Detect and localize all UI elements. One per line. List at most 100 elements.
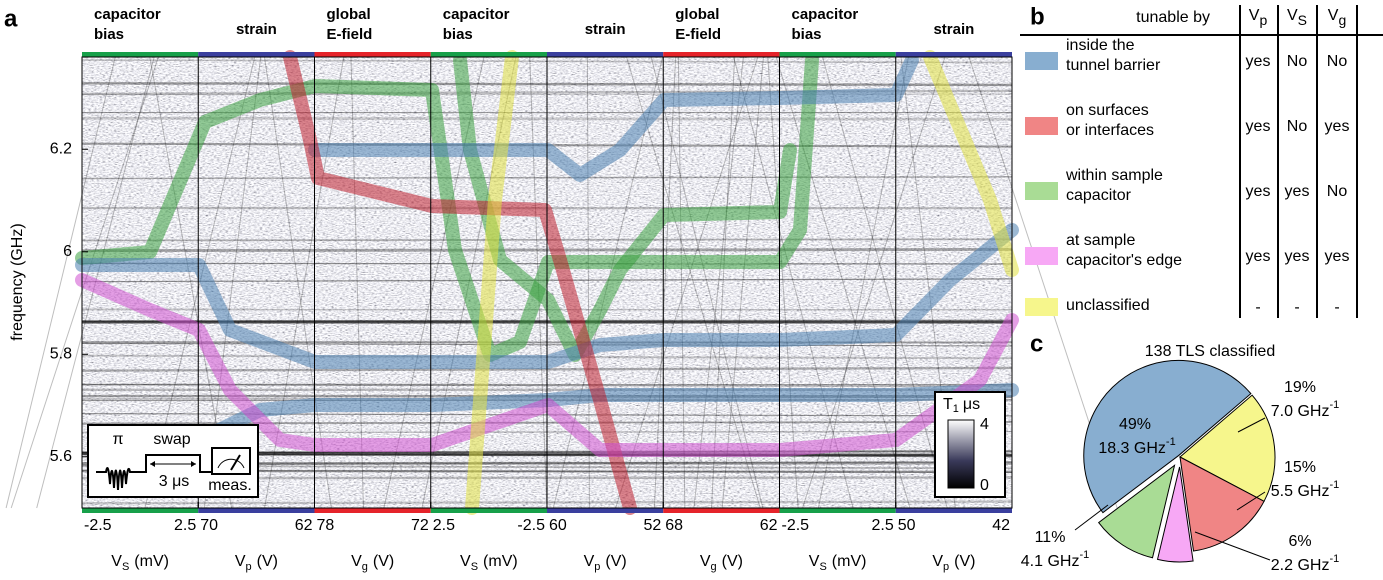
- symbol: V: [235, 553, 246, 570]
- subscript: g: [362, 561, 368, 573]
- pie-density-label: 2.2 GHz-1: [1271, 553, 1339, 574]
- row-label: capacitor: [1066, 187, 1132, 204]
- leader-line: [1074, 504, 1109, 531]
- symbol-label: VS (mV): [460, 553, 518, 573]
- pie-value-label: 11%: [1035, 529, 1066, 546]
- cell: yes: [1246, 183, 1271, 200]
- symbol: V: [1287, 7, 1298, 24]
- subscript: S: [1298, 12, 1307, 28]
- density: 18.3 GHz: [1098, 440, 1166, 457]
- streak: [263, 56, 332, 509]
- table-header: tunable by: [1136, 9, 1210, 26]
- segment-header: capacitor: [443, 6, 510, 23]
- symbol: T: [943, 396, 953, 413]
- streak: [767, 56, 799, 509]
- x-tick-label: 2.5: [872, 517, 894, 534]
- symbol: V: [1249, 7, 1260, 24]
- pie-value-label: 15%: [1284, 459, 1316, 476]
- density: 5.5 GHz: [1271, 483, 1330, 500]
- symbol-label: VS (mV): [809, 553, 867, 573]
- unit: (V): [373, 553, 394, 570]
- symbol-label: Vp (V): [584, 553, 627, 573]
- x-tick-label: 2.5: [433, 517, 455, 534]
- cell: No: [1327, 53, 1348, 70]
- streak: [677, 56, 686, 509]
- leader-line: [1194, 531, 1271, 561]
- segment-header: bias: [792, 26, 822, 43]
- streak: [721, 56, 764, 509]
- segment-bar: [779, 508, 896, 513]
- pie-slice: [1097, 464, 1176, 559]
- row-label: on surfaces: [1066, 102, 1149, 119]
- segment-header: strain: [236, 21, 277, 38]
- cell: -: [1255, 299, 1260, 316]
- cell: No: [1287, 118, 1308, 135]
- pie-slice: [1179, 456, 1265, 552]
- symbol: V: [1328, 7, 1339, 24]
- segment-bar: [547, 52, 664, 57]
- cell: -: [1334, 299, 1339, 316]
- segment-header: bias: [443, 26, 473, 43]
- density: 7.0 GHz: [1271, 403, 1330, 420]
- y-tick-label: 5.8: [50, 345, 72, 362]
- x-tick-label: 42: [992, 517, 1010, 534]
- x-tick-label: -2.5: [517, 517, 545, 534]
- x-tick-label: 78: [317, 517, 335, 534]
- segment-header: capacitor: [792, 6, 859, 23]
- streak: [5, 56, 116, 509]
- density: 4.1 GHz: [1021, 553, 1080, 570]
- cell: No: [1327, 183, 1348, 200]
- row-label: unclassified: [1066, 297, 1150, 314]
- y-tick-label: 6: [63, 243, 72, 260]
- segment-bar: [895, 52, 1012, 57]
- cell: No: [1287, 53, 1308, 70]
- streak: [775, 56, 911, 509]
- segment-bar: [82, 508, 199, 513]
- streak: [615, 56, 759, 509]
- symbol-label: Vp: [1249, 7, 1268, 27]
- segment-bar: [663, 52, 780, 57]
- pie-chart: 138 TLS classified 49%18.3 GHz-119%7.0 G…: [1021, 343, 1339, 574]
- row-label: tunnel barrier: [1066, 57, 1161, 74]
- segment-header: E-field: [327, 26, 373, 43]
- pie-density-label: 4.1 GHz-1: [1021, 549, 1089, 570]
- image-frame: [81, 56, 1013, 509]
- segment-header: global: [327, 6, 371, 23]
- pie-value-label: 49%: [1119, 416, 1151, 433]
- symbol-label: Vg (V): [351, 553, 394, 573]
- unit: μs: [963, 396, 980, 413]
- pie-value-label: 6%: [1288, 533, 1311, 550]
- swatch: [1025, 247, 1058, 265]
- segment-bar: [198, 508, 315, 513]
- segment-header: bias: [94, 26, 124, 43]
- symbol: V: [700, 553, 711, 570]
- subscript: S: [471, 561, 478, 573]
- segment-bar: [779, 52, 896, 57]
- colorbar-label: T1 μs: [943, 396, 980, 415]
- exponent: -1: [1329, 553, 1339, 565]
- inset-label: meas.: [208, 477, 252, 494]
- exponent: -1: [1079, 549, 1089, 561]
- streak: [653, 56, 677, 509]
- pie-slice: [1083, 359, 1252, 514]
- subscript: g: [1338, 12, 1346, 28]
- unit: (mV): [832, 553, 867, 570]
- pie-density-label: 7.0 GHz-1: [1271, 399, 1339, 420]
- cell: yes: [1246, 118, 1271, 135]
- symbol-label: Vg: [1328, 7, 1346, 27]
- unit: (V): [722, 553, 743, 570]
- segment-header: capacitor: [94, 6, 161, 23]
- symbol: V: [932, 553, 943, 570]
- subscript: p: [594, 561, 600, 573]
- row-label: or interfaces: [1066, 122, 1154, 139]
- exponent: -1: [1329, 399, 1339, 411]
- subscript: S: [819, 561, 826, 573]
- segment-bar: [430, 52, 547, 57]
- x-tick-label: 62: [295, 517, 313, 534]
- leader-line: [1236, 491, 1266, 511]
- segment-bar: [547, 508, 664, 513]
- pie-density-label: 5.5 GHz-1: [1271, 479, 1339, 500]
- streak: [817, 56, 909, 509]
